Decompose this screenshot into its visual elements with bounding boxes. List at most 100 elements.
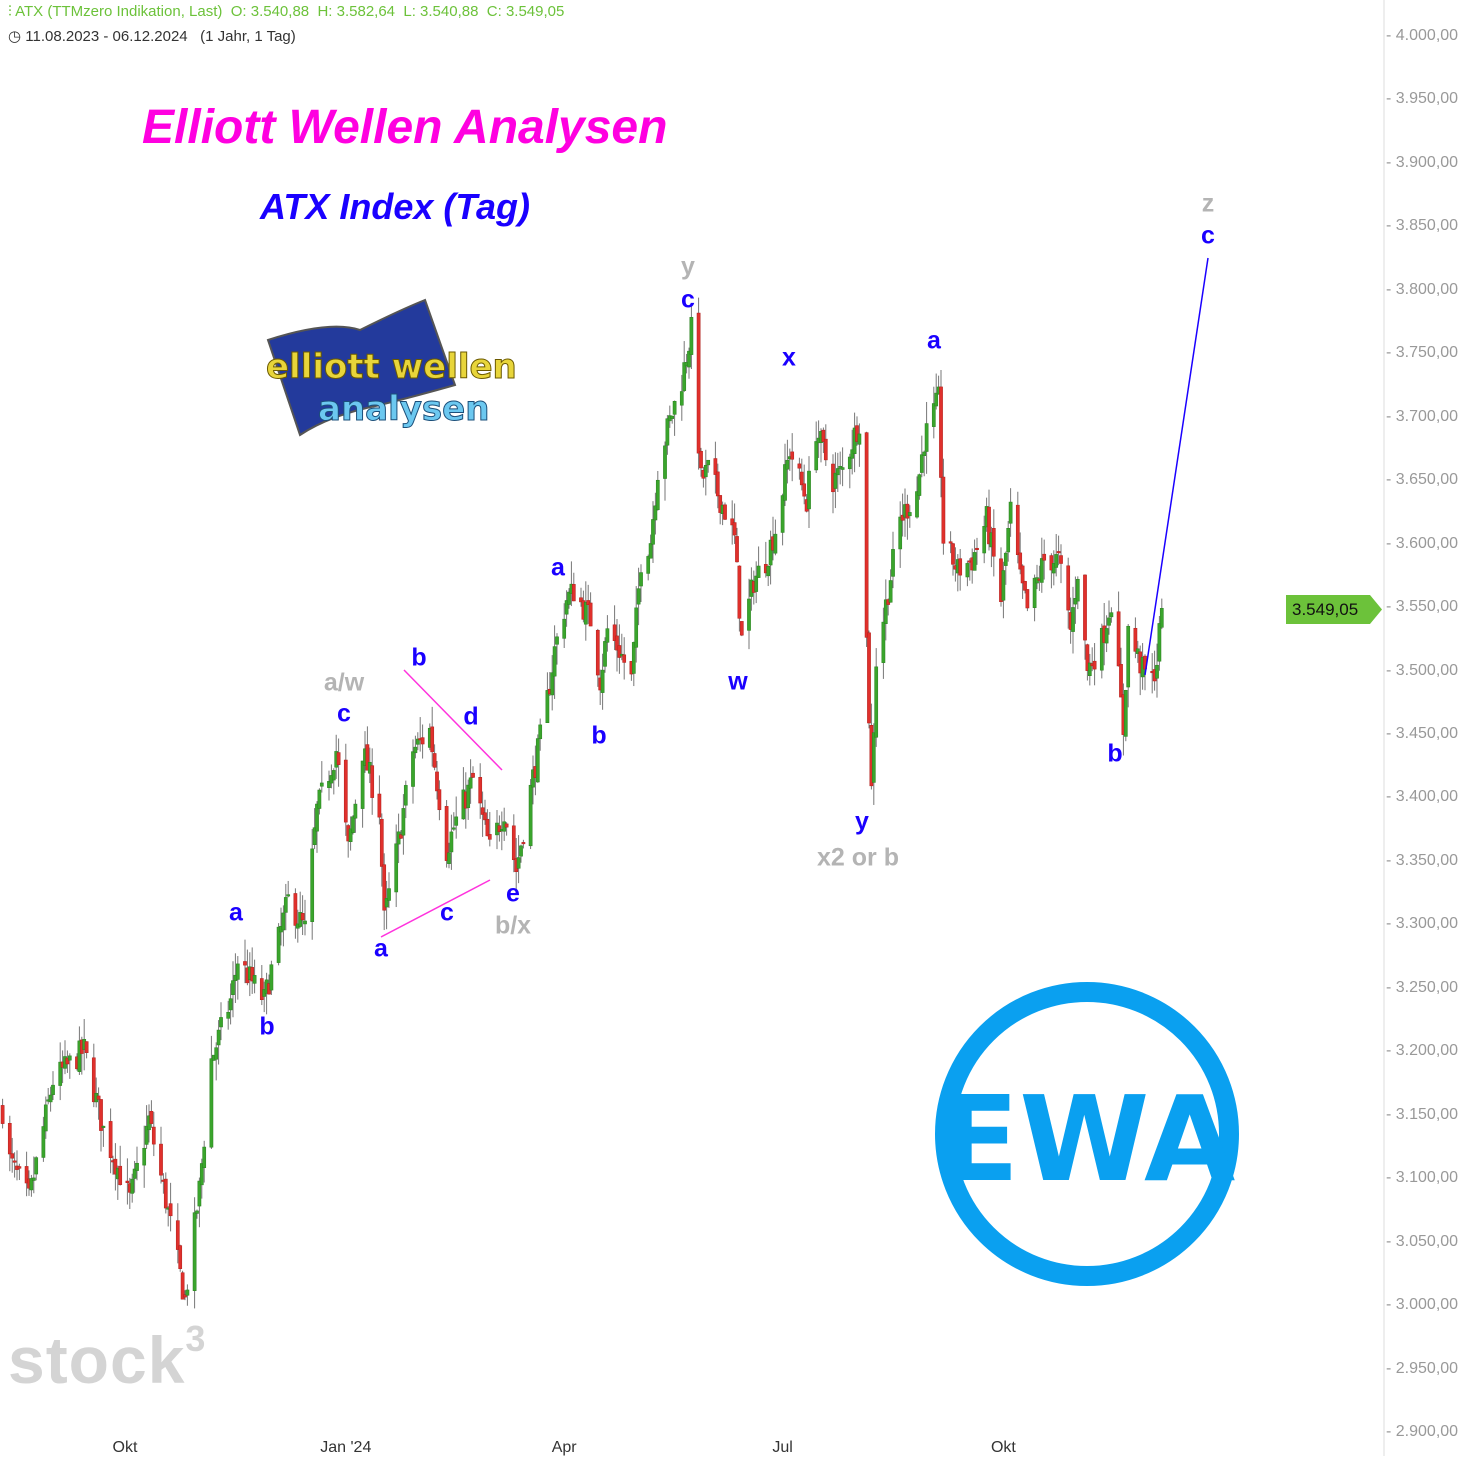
candle-down	[113, 1158, 118, 1175]
current-price-tag: 3.549,05	[1286, 595, 1382, 624]
candle-down	[821, 429, 826, 442]
y-tick-label: - 3.300,00	[1386, 915, 1459, 933]
y-tick-label: - 3.150,00	[1386, 1105, 1459, 1123]
candle-up	[847, 456, 852, 470]
candle-down	[382, 864, 387, 911]
candle-down	[958, 558, 963, 576]
candle-up	[1159, 608, 1164, 628]
candle-up	[197, 1180, 202, 1207]
candle-down	[1042, 553, 1047, 561]
candle-up	[281, 912, 286, 931]
candle-down	[595, 629, 600, 676]
candle-up	[235, 963, 240, 980]
wave-label: w	[728, 667, 748, 696]
wave-label: x	[782, 343, 796, 372]
candle-up	[600, 669, 605, 693]
candle-up	[29, 1178, 34, 1191]
candle-up	[1087, 662, 1092, 676]
candle-up	[651, 519, 655, 545]
candle-down	[867, 632, 871, 724]
candle-down	[802, 483, 807, 497]
chart-header-range[interactable]: ◷ 11.08.2023 - 06.12.2024 (1 Jahr, 1 Tag…	[8, 28, 296, 45]
candle-up	[528, 784, 533, 847]
candle-up	[415, 738, 420, 745]
wave-label: z	[1201, 189, 1215, 218]
candle-up	[756, 565, 761, 578]
candle-up	[41, 1126, 46, 1158]
candle-up	[639, 572, 643, 587]
chart-subtitle: ATX Index (Tag)	[260, 186, 530, 227]
candle-down	[377, 793, 382, 818]
candle-down	[435, 771, 439, 792]
candle-up	[401, 808, 406, 836]
candle-down	[1066, 565, 1071, 611]
candle-up	[1104, 628, 1109, 644]
candle-down	[723, 504, 727, 520]
candle-up	[360, 760, 365, 809]
candle-up	[214, 1047, 219, 1060]
candle-down	[430, 726, 435, 753]
candle-up	[562, 618, 567, 639]
candle-up	[135, 1162, 139, 1171]
candle-down	[480, 807, 485, 815]
candle-down	[799, 471, 804, 486]
candle-up	[687, 350, 691, 368]
candle-down	[183, 1294, 187, 1298]
candle-up	[1157, 623, 1162, 662]
candle-down	[168, 1203, 173, 1217]
wave-label: b/x	[494, 911, 532, 940]
candle-down	[504, 823, 509, 828]
candle-icon: ⫶	[8, 3, 16, 20]
candle-down	[497, 825, 502, 832]
candle-down	[715, 471, 720, 497]
candle-down	[732, 522, 737, 536]
y-tick-label: - 3.850,00	[1386, 217, 1459, 235]
candle-up	[516, 857, 521, 869]
candle-down	[948, 541, 953, 544]
candle-up	[199, 1163, 204, 1186]
wave-label: c	[440, 898, 454, 927]
candle-down	[571, 584, 576, 602]
candle-up	[634, 607, 639, 648]
candle-up	[58, 1061, 63, 1086]
y-tick-label: - 3.700,00	[1386, 407, 1459, 425]
svg-text:EWA: EWA	[939, 1070, 1236, 1208]
candle-up	[466, 784, 471, 808]
svg-text:analysen: analysen	[318, 389, 489, 429]
candle-down	[24, 1166, 29, 1184]
candle-down	[91, 1057, 96, 1103]
candle-up	[850, 449, 855, 459]
candle-up	[833, 472, 838, 489]
candle-up	[209, 1058, 214, 1148]
candle-up	[34, 1157, 39, 1175]
wave-label: c	[681, 285, 695, 314]
candle-up	[603, 641, 607, 667]
chart-title: Elliott Wellen Analysen	[142, 101, 668, 154]
wave-label: c	[337, 699, 351, 728]
candle-up	[703, 465, 708, 478]
candle-down	[65, 1057, 70, 1065]
triangle-lower-line	[380, 879, 491, 938]
candle-down	[370, 765, 375, 798]
candle-down	[365, 744, 370, 771]
candle-down	[735, 536, 739, 563]
candle-down	[178, 1245, 183, 1269]
candle-up	[871, 732, 876, 783]
candle-down	[175, 1220, 180, 1250]
wave-label: b	[591, 721, 607, 750]
candle-down	[437, 789, 442, 811]
y-tick-label: - 3.400,00	[1386, 788, 1459, 806]
x-tick-label: Okt	[990, 1439, 1016, 1456]
y-tick-label: - 3.550,00	[1386, 598, 1459, 616]
candle-down	[159, 1143, 163, 1176]
candle-up	[144, 1125, 149, 1145]
candle-up	[1006, 528, 1011, 553]
candle-down	[1018, 552, 1023, 570]
x-tick-label: Apr	[551, 1439, 577, 1456]
candle-up	[312, 827, 317, 845]
candle-up	[679, 391, 684, 406]
wave-label: b	[1107, 739, 1123, 768]
candle-down	[737, 565, 742, 619]
wave-label: a/w	[323, 668, 365, 697]
